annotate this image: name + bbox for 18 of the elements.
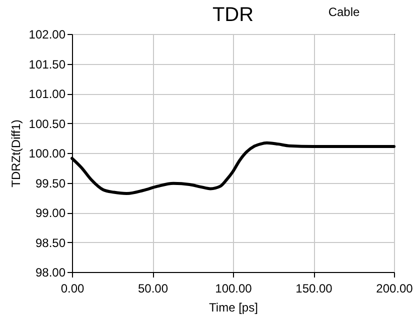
x-tick-label: 200.00 [376, 282, 414, 296]
y-tick-label: 98.00 [35, 266, 66, 280]
y-axis-title: TDRZt(Diff1) [8, 120, 23, 188]
x-tick-label: 150.00 [296, 282, 333, 296]
y-tick-label: 98.50 [35, 236, 66, 250]
y-tick-label: 99.00 [35, 206, 66, 220]
x-axis-title: Time [ps] [209, 300, 258, 314]
y-tick-label: 101.00 [28, 87, 66, 101]
text: Cable [328, 5, 360, 19]
x-tick-label: 50.00 [138, 282, 168, 296]
x-tick-label: 0.00 [60, 282, 84, 296]
y-tick-label: 101.50 [28, 57, 66, 72]
y-tick-label: 100.00 [28, 146, 66, 160]
y-tick-label: 102.00 [28, 28, 66, 42]
chart-title: TDR [212, 4, 254, 26]
x-tick-label: 100.00 [215, 282, 252, 296]
y-tick-label: 99.50 [35, 176, 66, 190]
y-tick-label: 100.50 [28, 116, 66, 131]
